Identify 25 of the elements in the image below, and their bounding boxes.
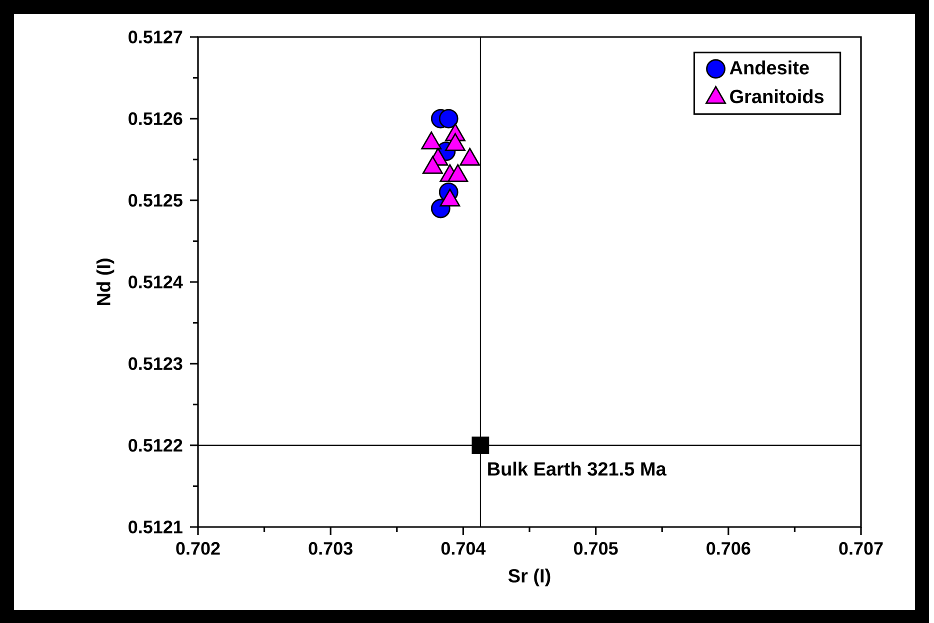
y-axis-title: Nd (I) [96, 258, 114, 305]
point [448, 164, 468, 182]
y-tick-label: 0.5123 [128, 357, 182, 370]
legend-label: Granitoids [730, 89, 824, 104]
x-tick-label: 0.702 [176, 542, 220, 555]
point [445, 133, 466, 151]
point [440, 188, 460, 207]
x-tick-label: 0.706 [706, 542, 750, 555]
annotation: Bulk Earth 321.5 Ma [488, 462, 666, 476]
point [472, 436, 490, 454]
y-tick-label: 0.5127 [128, 30, 182, 44]
x-tick-label: 0.703 [308, 542, 352, 555]
y-tick-label: 0.5126 [128, 112, 182, 126]
x-tick-label: 0.705 [574, 542, 618, 555]
x-axis-title: Sr (I) [508, 568, 550, 586]
legend-label: Andesite [730, 60, 809, 74]
y-tick-label: 0.5122 [128, 438, 182, 452]
x-tick-label: 0.707 [839, 542, 883, 555]
point [460, 148, 480, 166]
point [421, 131, 442, 150]
y-tick-label: 0.5124 [128, 276, 183, 288]
x-tick-label: 0.704 [441, 542, 486, 555]
y-tick-label: 0.5125 [128, 194, 182, 207]
y-tick-label: 0.5121 [128, 520, 182, 534]
point [422, 156, 443, 174]
